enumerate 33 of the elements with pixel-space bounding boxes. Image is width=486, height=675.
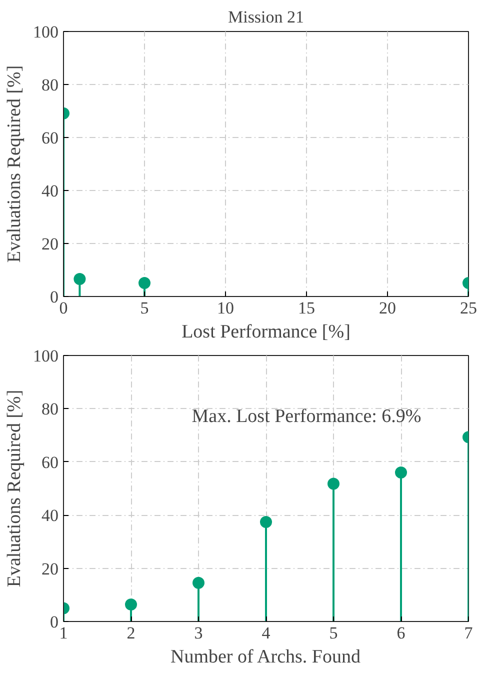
y-tick-label: 20 — [42, 234, 58, 254]
point — [328, 478, 340, 490]
x-tick-label: 7 — [464, 624, 474, 642]
x-tick-label: 5 — [329, 624, 338, 642]
point — [125, 598, 137, 610]
point — [192, 576, 204, 589]
y-tick-label: 80 — [42, 76, 58, 94]
y-tick-label: 20 — [42, 559, 58, 578]
y-tick-label: 40 — [42, 506, 58, 526]
x-tick-label: 25 — [460, 298, 477, 318]
point — [260, 516, 272, 528]
y-tick-label: 100 — [33, 346, 58, 366]
x-tick-label: 6 — [396, 624, 406, 642]
x-tick-label: 1 — [59, 624, 68, 642]
x-axis-title: Lost Performance [%] — [182, 322, 350, 342]
y-tick-label: 80 — [42, 400, 58, 419]
x-tick-label: 5 — [140, 298, 149, 318]
x-tick-label: 10 — [217, 298, 234, 318]
y-tick-label: 60 — [42, 452, 58, 472]
annotation: Max. Lost Performance: 6.9% — [192, 406, 422, 427]
y-axis-title: Evaluations Required [%] — [4, 65, 25, 263]
x-tick-label: 20 — [379, 298, 396, 318]
chart-title: Mission 21 — [228, 8, 304, 26]
x-tick-label: 3 — [194, 624, 203, 642]
x-tick-label: 15 — [298, 298, 315, 318]
y-axis-title: Evaluations Required [%] — [4, 390, 25, 588]
point — [395, 466, 407, 479]
y-tick-label: 40 — [42, 182, 58, 200]
x-tick-label: 2 — [126, 624, 136, 642]
y-tick-label: 60 — [42, 128, 58, 148]
x-axis-title: Number of Archs. Found — [170, 646, 361, 668]
x-tick-label: 4 — [262, 624, 271, 642]
y-tick-label: 100 — [33, 22, 58, 42]
